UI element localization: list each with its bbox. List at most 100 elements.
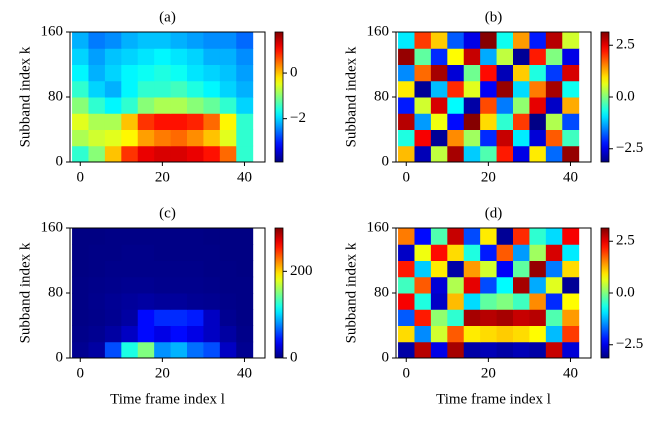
cell — [154, 97, 172, 114]
cell — [236, 341, 254, 358]
cell — [219, 309, 237, 326]
cell — [187, 244, 204, 261]
cell — [121, 228, 139, 245]
cell — [72, 145, 89, 162]
cell — [398, 228, 415, 245]
x-tick-label: 0 — [403, 169, 411, 185]
cell — [203, 113, 221, 130]
heatmap — [398, 228, 580, 358]
cell — [430, 64, 448, 82]
cell — [137, 97, 155, 114]
cell — [219, 228, 237, 245]
cell — [480, 228, 498, 245]
subplot-title: (b) — [485, 9, 503, 25]
cell — [513, 341, 530, 358]
colorbar-tick-label: 0.0 — [616, 284, 635, 300]
cell — [398, 293, 415, 310]
cell — [480, 341, 498, 358]
cell — [529, 97, 547, 114]
cell — [104, 309, 122, 326]
cell — [463, 325, 481, 343]
cell — [529, 64, 547, 82]
cell — [104, 145, 122, 162]
subplot-title: (c) — [159, 205, 176, 221]
cell — [562, 228, 580, 245]
cell — [513, 97, 530, 114]
cell — [545, 244, 563, 261]
cell — [447, 97, 465, 114]
colorbar-tick-label: 200 — [290, 263, 313, 279]
cell — [137, 260, 155, 278]
cell — [154, 260, 172, 278]
cell — [104, 113, 122, 130]
cell — [430, 325, 448, 343]
cell — [121, 32, 139, 49]
cell — [545, 228, 563, 245]
cell — [72, 97, 89, 114]
cell — [236, 64, 254, 82]
cell — [219, 325, 237, 343]
cell — [137, 228, 155, 245]
cell — [121, 293, 139, 310]
y-tick-label: 0 — [56, 349, 64, 365]
cell — [447, 145, 465, 162]
cell — [496, 80, 514, 98]
y-tick-label: 0 — [56, 153, 64, 169]
cell — [154, 228, 172, 245]
cell — [545, 64, 563, 82]
y-tick-label: 160 — [367, 219, 390, 235]
cell — [398, 97, 415, 114]
cell — [447, 341, 465, 358]
cell — [463, 80, 481, 98]
cell — [513, 80, 530, 98]
cell — [430, 129, 448, 147]
cell — [414, 145, 432, 162]
cell — [414, 48, 432, 65]
cell — [480, 64, 498, 82]
y-tick-label: 80 — [48, 88, 63, 104]
cell — [414, 293, 432, 310]
cell — [104, 325, 122, 343]
cell — [562, 32, 580, 49]
x-tick-label: 20 — [481, 365, 496, 381]
cell — [496, 276, 514, 294]
cell — [529, 145, 547, 162]
cell — [447, 276, 465, 294]
cell — [88, 48, 106, 65]
cell — [187, 80, 204, 98]
cell — [72, 276, 89, 294]
cell — [480, 113, 498, 130]
cell — [72, 293, 89, 310]
cell — [463, 113, 481, 130]
cell — [88, 64, 106, 82]
cell — [88, 113, 106, 130]
cell — [236, 32, 254, 49]
cell — [137, 129, 155, 147]
cell — [72, 228, 89, 245]
cell — [496, 113, 514, 130]
cell — [236, 276, 254, 294]
y-tick-label: 160 — [41, 219, 64, 235]
cell — [137, 145, 155, 162]
cell — [137, 276, 155, 294]
cell — [88, 309, 106, 326]
cell — [121, 309, 139, 326]
cell — [121, 64, 139, 82]
cell — [72, 64, 89, 82]
cell — [496, 309, 514, 326]
cell — [414, 64, 432, 82]
cell — [414, 341, 432, 358]
cell — [137, 325, 155, 343]
cell — [170, 309, 188, 326]
cell — [414, 80, 432, 98]
cell — [480, 276, 498, 294]
cell — [480, 325, 498, 343]
cell — [529, 32, 547, 49]
cell — [398, 145, 415, 162]
cell — [219, 341, 237, 358]
cell — [562, 80, 580, 98]
cell — [72, 32, 89, 49]
heatmap — [398, 32, 580, 162]
cell — [562, 341, 580, 358]
cell — [545, 113, 563, 130]
